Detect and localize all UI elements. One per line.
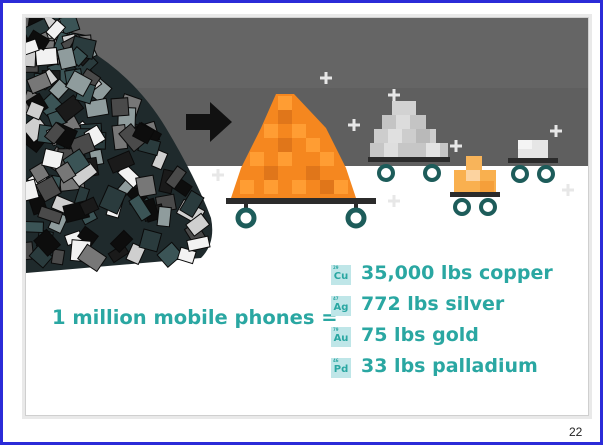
phone-icon [48, 78, 70, 101]
phone-icon [138, 228, 163, 253]
gold-cart-icon [450, 192, 500, 216]
phone-icon [186, 235, 211, 252]
phone-icon [109, 229, 134, 254]
phone-pile-icon [26, 18, 213, 273]
gold-symbol: Au [333, 333, 349, 344]
phone-icon [56, 46, 78, 71]
gold-element-tile: 79 Au [331, 327, 351, 347]
gold-atomic-number: 79 [333, 327, 339, 332]
phone-icon [26, 220, 44, 233]
phone-icon [50, 248, 66, 266]
phone-icon [41, 148, 65, 170]
silver-cart-icon [368, 157, 450, 182]
phone-icon [98, 184, 127, 215]
page-number: 22 [569, 425, 583, 439]
phone-icon [164, 165, 187, 190]
phone-icon [156, 241, 184, 268]
phone-icon [34, 47, 59, 67]
gold-pile-icon [454, 156, 496, 192]
phone-icon [131, 122, 155, 145]
silver-pile-icon [370, 101, 448, 157]
phone-icon [26, 71, 53, 95]
copper-pile-icon [231, 94, 356, 198]
phone-icon [106, 150, 136, 174]
copper-amount: 35,000 lbs copper [361, 262, 553, 284]
phone-icon [26, 38, 40, 58]
copper-atomic-number: 29 [333, 265, 339, 270]
phone-icon [45, 19, 67, 41]
copper-element-tile: 29 Cu [331, 265, 351, 285]
palladium-cart-icon [508, 158, 558, 183]
phone-icon [26, 100, 46, 121]
silver-atomic-number: 47 [333, 296, 339, 301]
phone-icon [151, 149, 169, 171]
palladium-element-tile: 46 Pd [331, 358, 351, 378]
phone-icon [35, 175, 62, 203]
phone-icon [84, 97, 110, 119]
slide-card: 1 million mobile phones = 29 Cu 35,000 l… [25, 17, 589, 416]
phone-icon [128, 193, 153, 222]
silver-symbol: Ag [333, 302, 349, 313]
phone-icon [185, 212, 211, 237]
phone-icon [135, 174, 157, 198]
arrow-right-icon [186, 102, 232, 142]
phone-icon [54, 94, 85, 123]
copper-cart-icon [226, 198, 376, 229]
gold-amount: 75 lbs gold [361, 324, 479, 346]
phone-icon [26, 178, 40, 202]
silver-element-tile: 47 Ag [331, 296, 351, 316]
sparkle-icons [212, 72, 574, 207]
silver-amount: 772 lbs silver [361, 293, 505, 315]
equation-label: 1 million mobile phones = [52, 306, 338, 329]
palladium-symbol: Pd [333, 364, 349, 375]
phone-icon [179, 189, 205, 219]
phone-icon [110, 97, 130, 117]
phone-icon [37, 205, 64, 225]
phone-icon [33, 228, 62, 257]
palladium-pile-icon [518, 140, 548, 158]
phone-icon [28, 162, 51, 184]
palladium-amount: 33 lbs palladium [361, 355, 538, 377]
phone-icon [77, 243, 108, 273]
copper-symbol: Cu [333, 271, 349, 282]
phone-icon [54, 161, 77, 184]
recycling-illustration [26, 18, 588, 273]
palladium-atomic-number: 46 [333, 358, 339, 363]
phone-icon [156, 205, 172, 228]
phone-icon [78, 196, 100, 217]
phone-icon [43, 121, 67, 145]
phone-icon [64, 70, 93, 97]
